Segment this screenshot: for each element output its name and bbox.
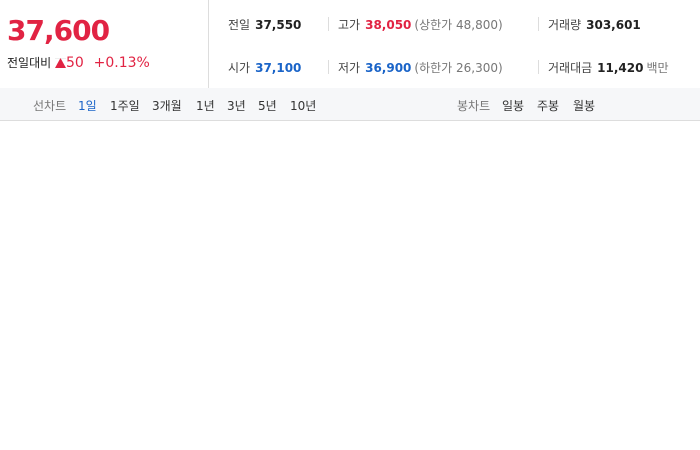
candle-tab[interactable]: 주봉 [537,99,560,113]
chart [0,121,700,391]
period-tab[interactable]: 1주일 [110,99,140,113]
stat-value: 37,550 [255,18,302,32]
period-tab[interactable]: 10년 [290,99,317,113]
change-value: 50 [66,55,84,71]
stat-value: 38,050 [365,18,412,32]
divider [538,60,539,74]
stat-extra: (상한가 48,800) [414,18,503,32]
tab-group-label: 봉차트 [457,99,491,113]
candle-tab[interactable]: 일봉 [502,99,525,113]
stat: 거래량 303,601 [548,16,641,33]
candle-tab[interactable]: 월봉 [573,99,596,113]
stat-extra: (하한가 26,300) [414,61,503,75]
stat-unit: 백만 [646,61,669,75]
stat-value: 37,100 [255,61,302,75]
stat: 고가 38,050 (상한가 48,800) [338,16,503,33]
chart-tabs: 선차트 1일 1주일 3개월 1년 3년 5년 10년 봉차트 일봉 주봉 월봉 [0,88,700,121]
period-tab[interactable]: 1일 [78,99,97,113]
stat-label: 시가 [228,61,251,75]
divider [538,17,539,31]
stat-value: 11,420 [597,61,644,75]
price: 37,600 [7,14,110,47]
up-arrow: 36,11336,62737,14237,65638,170거래량 [54,57,700,325]
period-tab[interactable]: 5년 [258,99,277,113]
quote-header: 37,600 전일대비 36,11336,62737,14237,65638,1… [0,0,700,325]
period-tab[interactable]: 1년 [196,99,215,113]
stat-value: 303,601 [586,18,641,32]
stat-label: 거래량 [548,18,582,32]
stat-label: 저가 [338,61,361,75]
stat: 전일 37,550 [228,16,301,33]
divider [328,60,329,74]
stat: 거래대금 11,420 백만 [548,59,669,76]
price-box: 37,600 전일대비 36,11336,62737,14237,65638,1… [0,0,700,325]
change-rate: +0.13% [93,55,150,71]
change-label: 전일대비 [7,56,52,70]
stat-label: 전일 [228,18,251,32]
stat: 저가 36,900 (하한가 26,300) [338,59,503,76]
stat-label: 고가 [338,18,361,32]
divider [328,17,329,31]
period-tab[interactable]: 3년 [227,99,246,113]
stat-value: 36,900 [365,61,412,75]
change: 전일대비 36,11336,62737,14237,65638,170거래량50… [7,54,700,325]
period-tab[interactable]: 3개월 [152,99,182,113]
tab-group-label: 선차트 [33,99,67,113]
stat-label: 거래대금 [548,61,593,75]
stat: 시가 37,100 [228,59,301,76]
